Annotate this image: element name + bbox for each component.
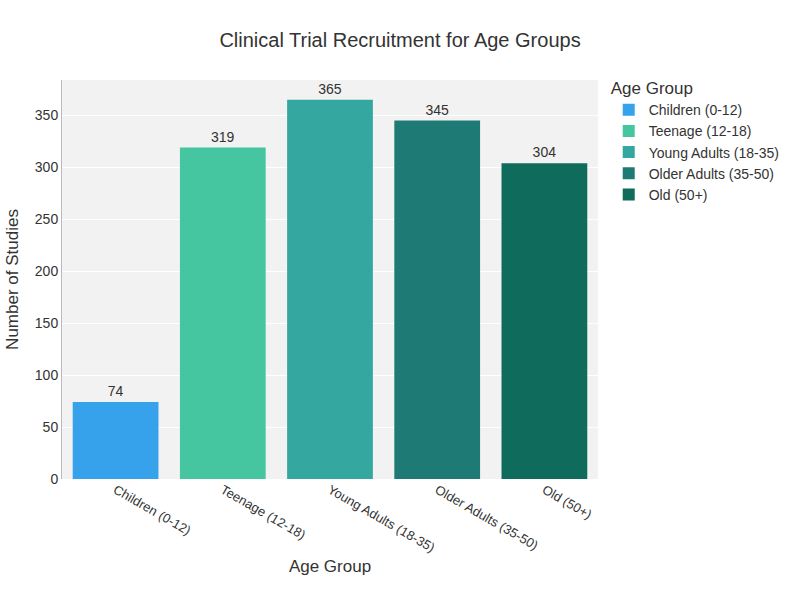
svg-text:304: 304 (533, 144, 557, 160)
svg-text:365: 365 (318, 81, 342, 97)
svg-text:Teenage (12-18): Teenage (12-18) (649, 123, 752, 139)
svg-text:Young Adults (18-35): Young Adults (18-35) (649, 145, 779, 161)
svg-text:Age Group: Age Group (611, 79, 693, 98)
svg-text:74: 74 (108, 383, 124, 399)
svg-text:Teenage (12-18): Teenage (12-18) (218, 482, 308, 543)
svg-text:Old (50+): Old (50+) (540, 482, 595, 522)
svg-text:Older Adults (35-50): Older Adults (35-50) (649, 166, 774, 182)
svg-text:0: 0 (50, 471, 58, 487)
svg-text:350: 350 (35, 107, 59, 123)
svg-text:Older Adults (35-50): Older Adults (35-50) (432, 482, 540, 553)
svg-text:345: 345 (425, 102, 449, 118)
svg-text:Old (50+): Old (50+) (649, 187, 708, 203)
svg-text:200: 200 (35, 263, 59, 279)
svg-text:50: 50 (43, 419, 59, 435)
svg-text:Age Group: Age Group (289, 557, 371, 576)
svg-text:319: 319 (211, 129, 235, 145)
svg-text:Clinical Trial Recruitment for: Clinical Trial Recruitment for Age Group… (219, 29, 580, 51)
svg-text:100: 100 (35, 367, 59, 383)
svg-text:300: 300 (35, 159, 59, 175)
svg-text:Children (0-12): Children (0-12) (649, 102, 742, 118)
svg-text:150: 150 (35, 315, 59, 331)
svg-text:Children (0-12): Children (0-12) (111, 482, 194, 538)
svg-text:250: 250 (35, 211, 59, 227)
svg-text:Young Adults (18-35): Young Adults (18-35) (325, 482, 437, 555)
svg-text:Number of Studies: Number of Studies (3, 209, 22, 350)
